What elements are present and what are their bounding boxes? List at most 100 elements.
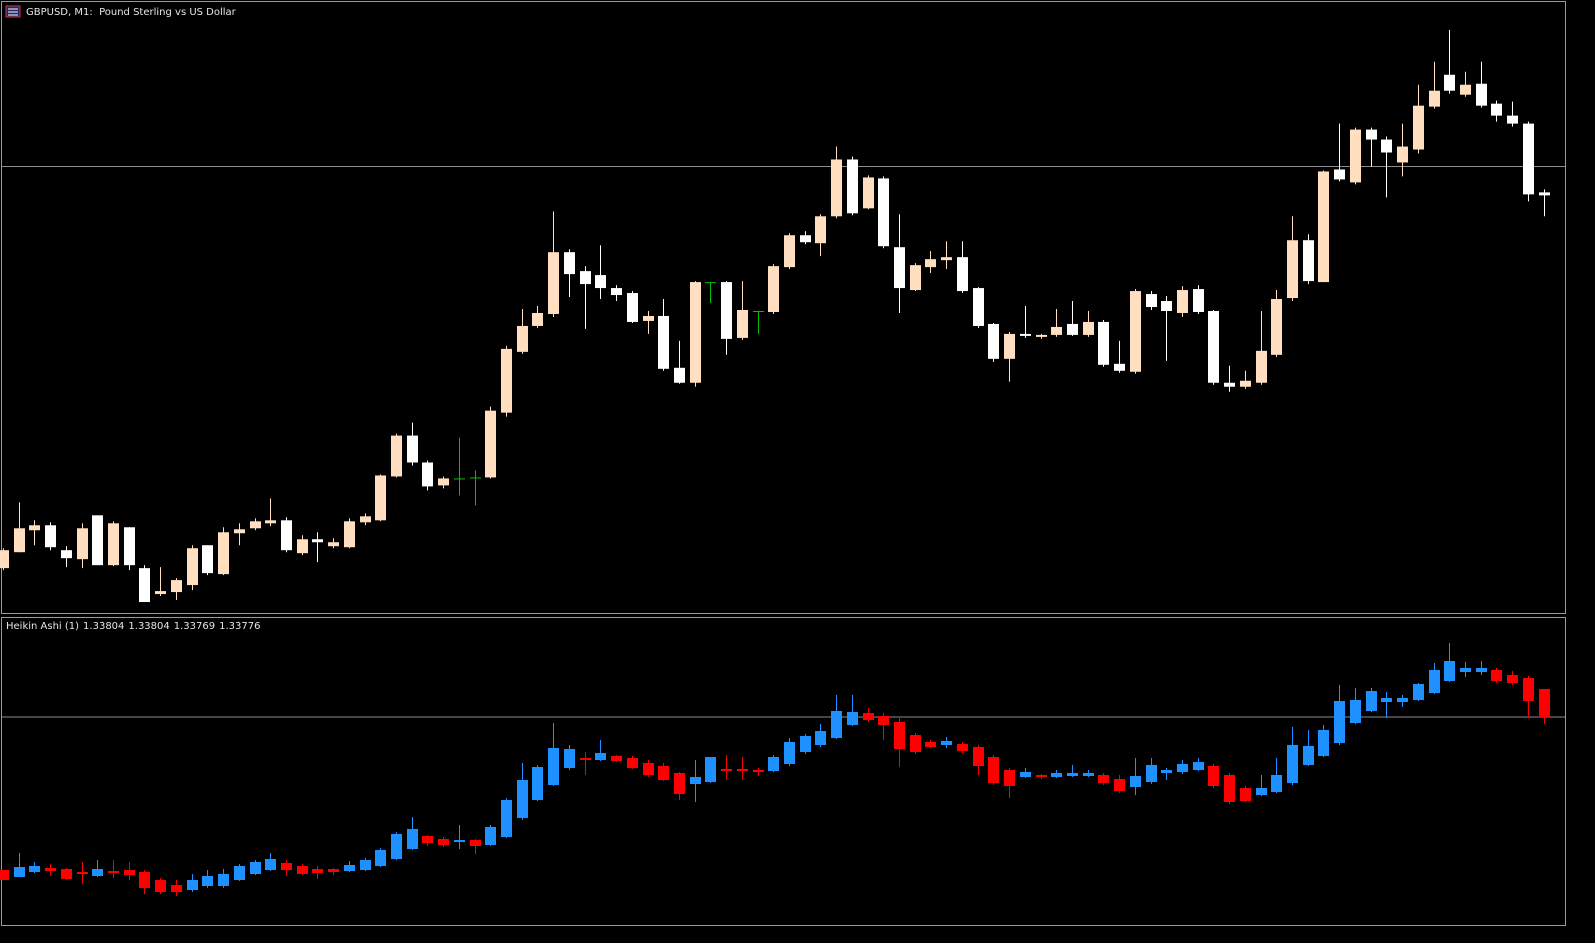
- candle-body: [580, 271, 591, 285]
- candle-body: [234, 866, 245, 880]
- candle-body: [1114, 363, 1125, 371]
- candle-body: [532, 767, 543, 800]
- candle-body: [1004, 333, 1015, 359]
- candle-body: [1523, 123, 1534, 195]
- candle-body: [470, 477, 481, 479]
- candle-body: [92, 515, 103, 566]
- candle-body: [737, 309, 748, 338]
- candle-body: [139, 872, 150, 888]
- candle-body: [690, 282, 701, 383]
- candle-body: [485, 410, 496, 478]
- candle-body: [1020, 772, 1031, 777]
- candle-body: [1334, 701, 1345, 743]
- candle-body: [611, 756, 622, 761]
- candle-body: [973, 747, 984, 766]
- candle-body: [1177, 290, 1188, 313]
- candle-body: [187, 548, 198, 586]
- candle-body: [171, 580, 182, 593]
- candle-body: [1161, 301, 1172, 311]
- candle-body: [988, 757, 999, 783]
- indicator-panel-border: [1, 617, 1566, 926]
- candle-body: [1240, 788, 1251, 801]
- candle-body: [753, 310, 764, 312]
- candle-body: [265, 859, 276, 870]
- candle-body: [611, 288, 622, 296]
- candle-body: [1240, 380, 1251, 387]
- candle-body: [925, 259, 936, 268]
- candle-body: [470, 840, 481, 846]
- candle-body: [1224, 382, 1235, 387]
- candle-body: [721, 282, 732, 339]
- candle-body: [139, 568, 150, 603]
- candle-body: [847, 712, 858, 725]
- candle-body: [265, 520, 276, 524]
- candle-body: [391, 834, 402, 859]
- candle-body: [517, 780, 528, 818]
- symbol-icon: [5, 5, 21, 18]
- candle-body: [45, 525, 56, 548]
- candle-body: [297, 539, 308, 554]
- candle-body: [1460, 84, 1471, 95]
- candle-body: [941, 257, 952, 261]
- candle-body: [705, 282, 716, 284]
- candle-body: [14, 867, 25, 877]
- candle-body: [910, 265, 921, 291]
- candle-body: [753, 770, 764, 772]
- candle-body: [1146, 294, 1157, 307]
- candle-body: [941, 741, 952, 745]
- candle-body: [1366, 129, 1377, 140]
- candle-body: [29, 525, 40, 531]
- indicator-label: Heikin Ashi (1) 1.33804 1.33804 1.33769 1.33…: [6, 621, 260, 632]
- candle-body: [1381, 698, 1392, 702]
- candle-body: [1020, 333, 1031, 336]
- candle-body: [1036, 334, 1047, 337]
- candle-body: [1051, 326, 1062, 335]
- candle-body: [721, 769, 732, 771]
- candle-body: [108, 871, 119, 873]
- candle-body: [1098, 775, 1109, 783]
- candle-body: [360, 516, 371, 523]
- candle-body: [658, 766, 669, 780]
- candle-body: [108, 523, 119, 566]
- candle-body: [375, 475, 386, 521]
- candle-body: [1507, 115, 1518, 124]
- candle-body: [1036, 775, 1047, 777]
- candle-body: [517, 325, 528, 352]
- candle-body: [863, 177, 874, 209]
- candle-body: [643, 315, 654, 321]
- candle-body: [1507, 675, 1518, 683]
- candle-body: [878, 178, 889, 247]
- candle-body: [281, 520, 292, 551]
- candle-body: [218, 874, 229, 886]
- candle-body: [1067, 323, 1078, 335]
- candle-body: [595, 753, 606, 760]
- candle-body: [1256, 350, 1267, 383]
- candle-body: [375, 850, 386, 866]
- candle-body: [1208, 310, 1219, 383]
- candle-body: [1287, 240, 1298, 299]
- candle-body: [1444, 661, 1455, 681]
- candle-body: [925, 742, 936, 747]
- candle-body: [894, 722, 905, 749]
- candle-body: [1067, 773, 1078, 776]
- candle-body: [1130, 291, 1141, 372]
- candle-body: [1381, 139, 1392, 153]
- candle-body: [485, 827, 496, 845]
- candle-body: [155, 591, 166, 595]
- candle-body: [328, 542, 339, 547]
- candle-body: [1177, 764, 1188, 772]
- candle-body: [234, 529, 245, 534]
- candle-body: [1397, 146, 1408, 163]
- candle-body: [831, 711, 842, 738]
- candle-body: [422, 836, 433, 843]
- candle-body: [815, 216, 826, 244]
- candle-body: [187, 880, 198, 890]
- candle-body: [595, 275, 606, 289]
- candle-body: [0, 870, 9, 880]
- candle-body: [957, 257, 968, 292]
- frame: [1, 1, 1566, 926]
- candle-body: [61, 550, 72, 559]
- indicator-value: 1.33804: [128, 621, 169, 632]
- candle-body: [92, 869, 103, 876]
